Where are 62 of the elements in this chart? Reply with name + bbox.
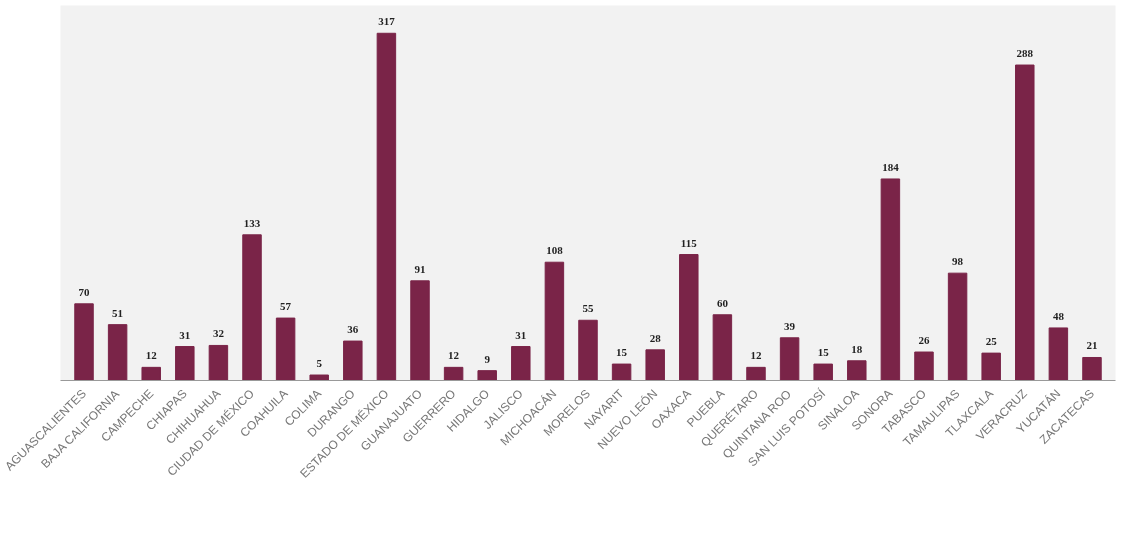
bar: [746, 366, 766, 381]
data-label: 9: [484, 352, 491, 365]
bar: [981, 352, 1001, 381]
bar: [275, 317, 296, 381]
data-label: 18: [851, 342, 863, 355]
bar: [443, 366, 464, 381]
data-label: 60: [716, 296, 729, 309]
data-label: 70: [78, 285, 91, 298]
data-label: 31: [179, 328, 191, 341]
data-label: 98: [952, 255, 964, 268]
data-label: 133: [243, 216, 261, 229]
data-label: 15: [616, 346, 628, 359]
data-label: 51: [112, 306, 124, 319]
data-label: 184: [882, 160, 900, 173]
data-label: 28: [649, 331, 662, 344]
data-label: 12: [448, 349, 460, 362]
data-label: 108: [546, 244, 564, 257]
data-label: 31: [515, 328, 527, 341]
data-label: 5: [316, 357, 323, 370]
bar: [410, 280, 430, 381]
data-label: 12: [750, 349, 762, 362]
bar: [779, 337, 800, 381]
bar: [477, 370, 497, 381]
data-label: 26: [918, 334, 930, 347]
data-label: 55: [582, 302, 594, 315]
bar: [947, 272, 968, 381]
data-label: 15: [817, 346, 830, 359]
data-label: 288: [1016, 47, 1034, 60]
bar: [242, 234, 262, 381]
bar: [1082, 357, 1102, 381]
bar: [343, 340, 363, 381]
data-label: 36: [347, 323, 359, 336]
data-label: 57: [280, 300, 292, 313]
data-label: 21: [1086, 339, 1098, 352]
data-label: 48: [1052, 309, 1065, 322]
bar: [208, 344, 229, 381]
bar: [141, 366, 161, 381]
bar: [74, 303, 94, 381]
bar: [679, 254, 699, 381]
bar: [645, 349, 665, 381]
bar: [578, 319, 598, 381]
data-label: 25: [985, 335, 998, 348]
data-label: 115: [680, 236, 698, 249]
bar: [309, 374, 329, 381]
bar: [712, 314, 733, 381]
bar: [544, 261, 565, 381]
bar: [611, 363, 632, 381]
bar: [175, 346, 195, 381]
bar: [880, 178, 901, 381]
bar: [1015, 64, 1035, 381]
bar: [1048, 327, 1069, 381]
bar: [813, 363, 833, 381]
bar: [107, 324, 128, 381]
data-label: 39: [784, 319, 796, 332]
data-label: 12: [145, 349, 158, 362]
bar: [914, 351, 934, 381]
data-label: 91: [414, 262, 426, 275]
bar: [847, 360, 867, 381]
bar: [511, 346, 531, 381]
bar: [376, 32, 397, 381]
data-label: 32: [212, 327, 225, 340]
data-label: 317: [378, 15, 396, 28]
